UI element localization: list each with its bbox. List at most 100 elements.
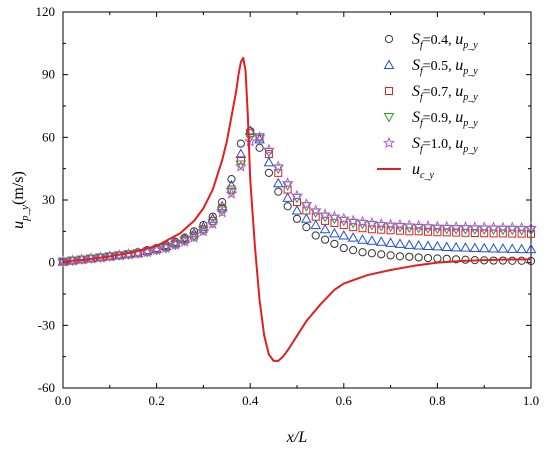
data-point — [311, 231, 320, 240]
data-point — [339, 243, 348, 253]
x-tick-label: 0.2 — [148, 393, 164, 408]
data-point — [66, 254, 79, 266]
legend-marker — [383, 59, 395, 69]
data-point — [169, 238, 182, 251]
legend-item: uc_y — [377, 161, 434, 181]
data-point — [264, 168, 274, 177]
data-point — [169, 237, 181, 247]
data-point — [262, 143, 275, 155]
data-point — [403, 219, 416, 231]
legend-item: Sf=0.7, up_y — [385, 83, 478, 103]
data-point — [282, 192, 293, 202]
y-axis-title-unit: (m/s) — [10, 171, 27, 205]
data-point — [56, 255, 70, 267]
data-point — [292, 214, 302, 223]
data-point — [496, 221, 509, 233]
data-point — [302, 223, 311, 232]
legend-marker — [385, 87, 393, 95]
y-axis-ticks: -60 -30 0 30 60 90 120 — [36, 4, 531, 395]
data-point — [319, 223, 331, 234]
data-point — [384, 218, 397, 230]
y-axis-title-sub: p_y — [19, 205, 31, 222]
data-point — [75, 253, 88, 265]
x-tick-label: 0.4 — [242, 393, 259, 408]
data-point — [272, 160, 285, 172]
y-axis-title-main: u — [10, 221, 27, 229]
data-point — [517, 256, 526, 265]
data-point — [225, 187, 238, 199]
data-point — [290, 189, 304, 201]
legend-label: Sf=0.5, up_y — [412, 57, 478, 77]
data-point — [441, 241, 453, 251]
data-point — [328, 210, 341, 222]
data-point — [393, 218, 406, 231]
legend-item: Sf=0.5, up_y — [383, 57, 478, 77]
data-point — [309, 204, 322, 216]
data-point — [337, 212, 350, 224]
data-point — [150, 243, 163, 256]
data-point — [310, 219, 322, 230]
data-point — [272, 177, 284, 188]
data-point — [375, 217, 388, 230]
data-point — [179, 233, 191, 243]
data-point — [525, 243, 537, 254]
data-point — [236, 139, 245, 148]
data-point — [516, 243, 527, 254]
legend-marker — [383, 113, 395, 123]
y-tick-label: 90 — [42, 67, 55, 82]
data-point — [347, 214, 360, 227]
data-point — [253, 130, 266, 143]
data-point — [283, 202, 292, 211]
data-point — [356, 215, 369, 228]
legend-label: Sf=0.9, up_y — [412, 109, 478, 129]
data-point — [338, 229, 350, 240]
data-point — [330, 239, 339, 248]
data-point — [141, 245, 154, 258]
legend-item: Sf=1.0, up_y — [382, 135, 478, 155]
data-point — [469, 242, 481, 253]
legend-item: Sf=0.9, up_y — [383, 109, 478, 129]
plot-area: 0.0 0.2 0.4 0.6 0.8 1.0 -60 -30 0 30 60 90 120 — [36, 4, 540, 408]
x-tick-label: 0.8 — [429, 393, 445, 408]
data-point — [488, 242, 499, 253]
data-point — [478, 242, 490, 253]
x-axis-title: x/L — [286, 429, 308, 446]
series-line — [62, 56, 532, 362]
data-point — [497, 243, 509, 253]
data-point — [197, 224, 210, 237]
data-point — [274, 187, 283, 196]
data-point — [506, 243, 518, 253]
data-point — [347, 232, 359, 242]
data-point — [216, 200, 228, 211]
data-point — [358, 248, 367, 257]
data-point — [216, 206, 229, 218]
data-point — [199, 220, 208, 230]
legend-item: Sf=0.4, up_y — [384, 31, 478, 51]
data-point — [524, 221, 538, 234]
data-point — [244, 135, 257, 147]
legend-marker — [382, 136, 396, 149]
data-point — [291, 204, 303, 215]
data-point — [460, 242, 471, 252]
x-tick-label: 1.0 — [523, 393, 539, 408]
series-layer — [56, 56, 538, 362]
data-point — [367, 249, 376, 258]
data-point — [85, 252, 98, 264]
data-point — [319, 208, 332, 220]
data-point — [281, 176, 294, 189]
series-5 — [62, 56, 532, 362]
data-point — [366, 235, 378, 245]
data-point — [365, 216, 378, 229]
data-point — [235, 148, 247, 159]
data-point — [377, 250, 386, 259]
data-point — [386, 251, 395, 260]
data-point — [189, 227, 199, 236]
y-tick-label: 0 — [49, 255, 56, 270]
series-4 — [56, 130, 538, 267]
data-point — [188, 231, 201, 243]
y-axis-title: up_y(m/s) — [10, 171, 31, 229]
data-point — [385, 237, 396, 247]
data-point — [452, 255, 461, 264]
data-point — [526, 256, 536, 266]
